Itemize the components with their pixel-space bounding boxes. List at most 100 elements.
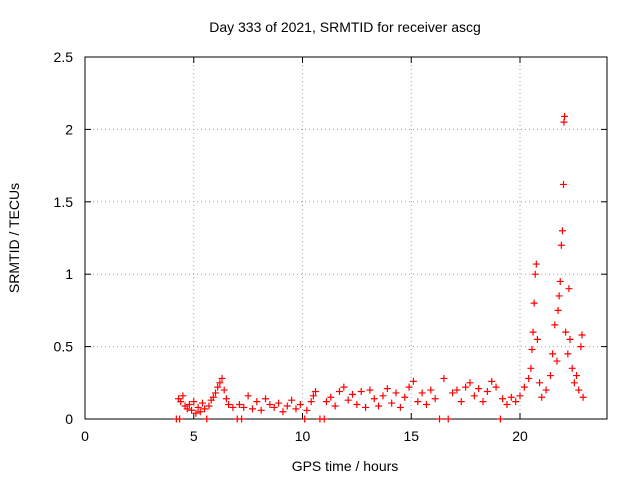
gridlines	[85, 57, 607, 419]
data-point	[320, 415, 328, 423]
x-tick-label: 5	[190, 428, 198, 444]
data-point	[462, 383, 470, 391]
data-points	[172, 112, 587, 423]
data-point	[396, 403, 404, 411]
data-point	[229, 403, 237, 411]
data-point	[553, 357, 561, 365]
data-point	[525, 374, 533, 382]
data-point	[192, 409, 200, 417]
y-tick-label: 0	[65, 411, 73, 427]
data-point	[538, 393, 546, 401]
x-tick-label: 0	[81, 428, 89, 444]
data-point	[551, 321, 559, 329]
data-point	[577, 343, 585, 351]
data-point	[185, 401, 193, 409]
data-point	[570, 379, 578, 387]
data-point	[270, 403, 278, 411]
x-tick-label: 20	[512, 428, 528, 444]
data-point	[529, 328, 537, 336]
data-point	[440, 374, 448, 382]
data-point	[560, 180, 567, 188]
data-point	[556, 277, 564, 285]
data-point	[475, 385, 483, 393]
data-point	[283, 402, 291, 410]
data-point	[566, 335, 574, 343]
data-point	[344, 396, 352, 404]
data-point	[240, 403, 248, 411]
data-point	[496, 415, 504, 423]
data-point	[579, 393, 587, 401]
data-point	[558, 227, 566, 235]
data-point	[532, 260, 540, 268]
data-point	[216, 379, 224, 387]
data-point	[503, 401, 511, 409]
y-tick-label: 0.5	[54, 339, 74, 355]
data-point	[205, 402, 213, 410]
data-point	[212, 389, 219, 397]
data-point	[488, 377, 496, 385]
y-tick-label: 1	[65, 266, 73, 282]
data-point	[248, 405, 256, 413]
x-tick-labels: 0 5 10 15 20	[81, 428, 528, 444]
data-point	[542, 386, 550, 394]
data-point	[533, 335, 541, 343]
data-point	[409, 377, 417, 385]
data-point	[366, 386, 374, 394]
chart-title: Day 333 of 2021, SRMTID for receiver asc…	[209, 19, 481, 35]
data-point	[190, 398, 198, 406]
data-point	[422, 401, 430, 409]
data-point	[177, 398, 185, 406]
data-point	[457, 398, 465, 406]
data-point	[549, 350, 557, 358]
data-point	[578, 331, 586, 339]
data-point	[565, 285, 573, 293]
data-point	[225, 401, 233, 409]
data-point	[499, 395, 507, 403]
data-point	[516, 392, 524, 400]
data-point	[562, 328, 570, 336]
data-point	[179, 392, 187, 400]
data-point	[444, 415, 452, 423]
data-point	[405, 383, 413, 391]
data-point	[401, 393, 409, 401]
data-point	[568, 364, 576, 372]
data-point	[362, 403, 370, 411]
data-point	[531, 270, 539, 278]
data-point	[218, 374, 226, 382]
data-point	[209, 393, 217, 401]
data-point	[275, 399, 283, 407]
data-point	[244, 392, 252, 400]
data-point	[479, 398, 487, 406]
data-point	[238, 415, 246, 423]
data-point	[307, 398, 315, 406]
data-point	[309, 392, 317, 400]
data-point	[557, 241, 565, 249]
data-point	[349, 390, 357, 398]
data-point	[266, 401, 274, 409]
data-point	[303, 406, 311, 414]
data-point	[418, 389, 426, 397]
data-point	[214, 383, 222, 391]
data-point	[573, 372, 581, 380]
data-point	[528, 345, 536, 353]
data-point	[414, 398, 422, 406]
axis-ticks	[84, 56, 607, 420]
data-point	[327, 393, 335, 401]
x-tick-label: 15	[403, 428, 419, 444]
data-point	[183, 405, 191, 413]
data-point	[470, 392, 478, 400]
data-point	[560, 118, 568, 126]
data-point	[203, 415, 211, 423]
data-point	[262, 395, 270, 403]
data-point	[235, 401, 243, 409]
data-point	[431, 395, 439, 403]
data-point	[554, 306, 562, 314]
plot-frame	[84, 56, 608, 420]
data-point	[340, 383, 348, 391]
data-point	[427, 386, 435, 394]
data-point	[492, 383, 500, 391]
data-point	[530, 299, 538, 307]
data-point	[279, 408, 287, 416]
data-point	[370, 395, 378, 403]
